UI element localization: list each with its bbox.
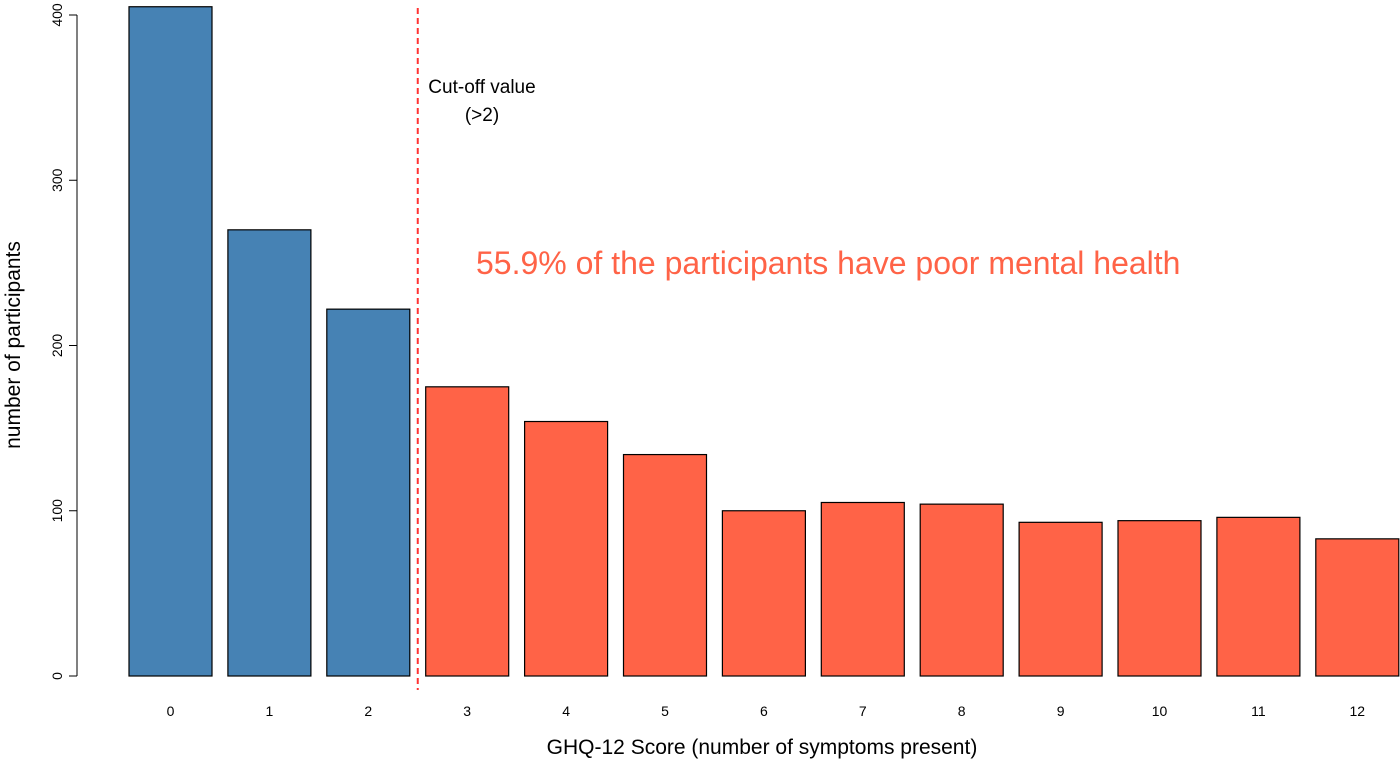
x-tick-label-5: 5 bbox=[661, 703, 669, 719]
x-tick-label-8: 8 bbox=[958, 703, 966, 719]
x-tick-label-9: 9 bbox=[1057, 703, 1065, 719]
x-tick-labels: 0 1 2 3 4 5 6 7 8 9 10 11 12 bbox=[167, 703, 1366, 719]
x-tick-label-10: 10 bbox=[1152, 703, 1168, 719]
x-tick-label-11: 11 bbox=[1251, 703, 1266, 719]
bar-score-0 bbox=[128, 6, 213, 677]
y-tick-label: 400 bbox=[49, 3, 65, 27]
bar-score-3 bbox=[425, 386, 510, 677]
bar-score-1 bbox=[227, 229, 312, 677]
bar-score-8 bbox=[919, 503, 1004, 677]
x-tick-label-2: 2 bbox=[364, 703, 372, 719]
y-tick-label: 0 bbox=[49, 672, 65, 680]
bar-score-7 bbox=[820, 501, 905, 677]
y-axis-title: number of participants bbox=[2, 241, 25, 449]
x-tick-label-7: 7 bbox=[859, 703, 867, 719]
x-tick-label-4: 4 bbox=[562, 703, 570, 719]
y-axis: 0 100 200 300 400 bbox=[49, 3, 78, 680]
y-tick-label: 200 bbox=[49, 334, 65, 358]
bar-score-11 bbox=[1216, 516, 1301, 677]
bar-score-12 bbox=[1315, 538, 1400, 677]
bar-score-10 bbox=[1117, 520, 1202, 677]
x-axis-title: GHQ-12 Score (number of symptoms present… bbox=[547, 736, 978, 759]
x-tick-label-0: 0 bbox=[167, 703, 175, 719]
y-tick-label: 100 bbox=[49, 499, 65, 523]
bar-score-2 bbox=[326, 308, 411, 677]
y-tick-label: 300 bbox=[49, 168, 65, 192]
bars bbox=[128, 6, 1400, 677]
cutoff-label-line-2: (>2) bbox=[465, 105, 499, 126]
bar-score-6 bbox=[721, 510, 807, 677]
cutoff-label-line-1: Cut-off value bbox=[428, 77, 535, 98]
x-tick-label-1: 1 bbox=[266, 703, 274, 719]
x-tick-label-6: 6 bbox=[760, 703, 768, 719]
bar-score-4 bbox=[523, 420, 609, 677]
headline-annotation: 55.9% of the participants have poor ment… bbox=[476, 245, 1180, 281]
bar-score-5 bbox=[622, 453, 708, 677]
x-tick-label-3: 3 bbox=[463, 703, 471, 719]
x-tick-label-12: 12 bbox=[1350, 703, 1366, 719]
bar-score-9 bbox=[1018, 521, 1103, 677]
